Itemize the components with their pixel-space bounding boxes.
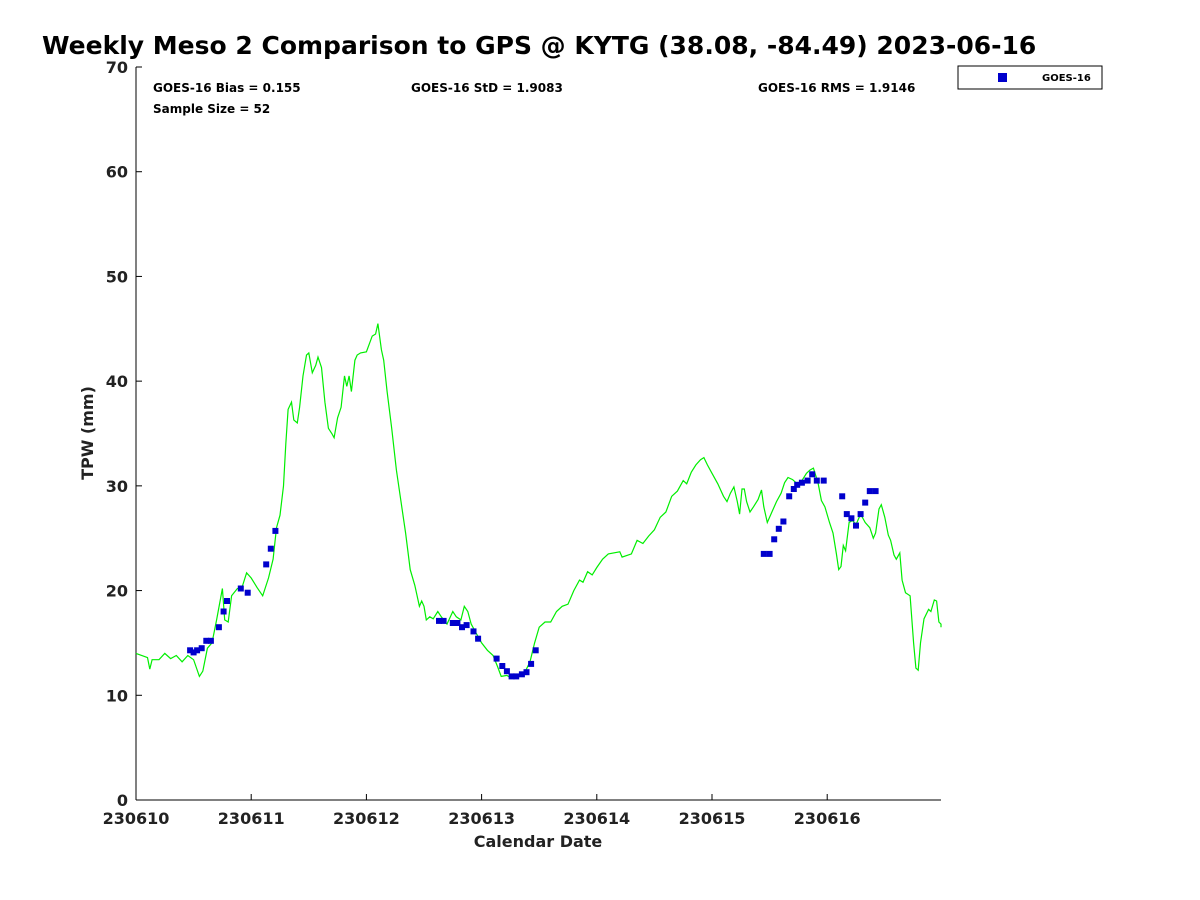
goes16-data-point xyxy=(513,673,520,680)
goes16-data-point xyxy=(853,522,859,529)
goes16-data-point xyxy=(499,663,506,669)
stat-std: GOES-16 StD = 1.9083 xyxy=(411,81,563,95)
goes16-data-point xyxy=(244,589,251,596)
goes16-data-point xyxy=(194,647,201,654)
goes16-data-point xyxy=(820,477,827,484)
legend: GOES-16 xyxy=(957,65,1103,90)
goes16-data-point xyxy=(503,668,510,675)
goes16-data-point xyxy=(809,471,816,478)
goes16-data-point xyxy=(272,527,279,534)
x-tick-label: 230615 xyxy=(679,809,746,828)
goes16-data-point xyxy=(766,550,773,557)
gps-series-line-group xyxy=(135,323,942,680)
y-tick-label: 40 xyxy=(106,372,128,391)
goes16-data-point xyxy=(187,647,194,654)
goes16-data-point xyxy=(190,649,197,656)
goes16-data-point xyxy=(532,647,539,654)
y-tick-label: 0 xyxy=(117,791,128,810)
goes16-data-point xyxy=(866,488,873,495)
goes16-data-point xyxy=(813,477,820,484)
plot-area: 0 10 20 30 40 50 60 70 230610 230611 230612 230613 2… xyxy=(103,58,942,828)
goes16-data-point xyxy=(463,622,470,629)
goes16-data-point xyxy=(872,488,879,495)
y-tick-label: 30 xyxy=(106,477,128,496)
goes16-data-point xyxy=(848,515,855,522)
goes16-data-point xyxy=(518,671,525,678)
goes16-data-point xyxy=(786,493,793,500)
goes16-data-point xyxy=(198,645,205,652)
x-tick-label: 230613 xyxy=(448,809,515,828)
goes16-data-point xyxy=(220,608,227,615)
goes16-data-point xyxy=(780,518,787,525)
x-tick-label: 230612 xyxy=(333,809,400,828)
goes16-data-point xyxy=(237,585,244,592)
goes16-data-point xyxy=(440,617,447,624)
goes16-data-point xyxy=(857,511,864,518)
stat-sample-size: Sample Size = 52 xyxy=(153,102,270,116)
stat-rms: GOES-16 RMS = 1.9146 xyxy=(758,81,915,95)
goes16-data-point xyxy=(215,624,222,631)
x-tick-label: 230610 xyxy=(103,809,170,828)
goes16-data-point xyxy=(508,673,515,680)
chart-title: Weekly Meso 2 Comparison to GPS @ KYTG (… xyxy=(42,31,1036,60)
goes16-data-point xyxy=(493,655,500,662)
y-tick-label: 20 xyxy=(106,582,128,601)
x-axis-label: Calendar Date xyxy=(474,832,603,851)
goes16-data-point xyxy=(523,669,530,676)
stats-text: GOES-16 Bias = 0.155 GOES-16 StD = 1.908… xyxy=(153,81,915,116)
goes16-data-point xyxy=(267,545,274,552)
y-tick-label: 10 xyxy=(106,686,128,705)
goes16-data-point xyxy=(224,598,230,604)
goes16-data-point xyxy=(459,624,465,631)
goes16-data-point xyxy=(839,493,846,500)
goes16-data-point xyxy=(804,477,811,484)
x-tick-label: 230616 xyxy=(794,809,861,828)
goes16-data-point xyxy=(436,617,442,624)
y-tick-label: 60 xyxy=(106,163,128,182)
x-tick-label: 230614 xyxy=(563,809,630,828)
goes16-data-point xyxy=(775,525,782,532)
axis-ticks: 0 10 20 30 40 50 60 70 230610 230611 230612 230613 2… xyxy=(103,58,861,828)
goes16-data-point xyxy=(454,620,461,626)
goes16-data-point xyxy=(207,637,214,644)
goes16-data-point xyxy=(790,486,797,492)
gps-series-line xyxy=(135,323,942,680)
goes16-data-point xyxy=(263,561,270,568)
legend-marker-goes16 xyxy=(998,73,1007,82)
goes16-data-point xyxy=(528,660,535,667)
y-tick-label: 70 xyxy=(106,58,128,77)
goes16-data-point xyxy=(798,479,805,486)
goes16-data-point xyxy=(203,637,210,644)
y-axis-label: TPW (mm) xyxy=(78,386,97,480)
legend-box xyxy=(957,65,1103,90)
goes16-data-point xyxy=(449,620,456,626)
goes16-data-point xyxy=(475,635,482,642)
goes16-data-point xyxy=(794,481,801,488)
y-tick-label: 50 xyxy=(106,267,128,286)
plot-frame xyxy=(136,67,941,800)
stat-bias: GOES-16 Bias = 0.155 xyxy=(153,81,301,95)
goes16-data-point xyxy=(470,628,477,635)
goes16-data-point xyxy=(760,550,767,557)
x-tick-label: 230611 xyxy=(218,809,285,828)
goes16-series-points-group xyxy=(187,471,879,680)
goes16-data-point xyxy=(771,536,778,543)
goes16-data-point xyxy=(862,499,869,506)
legend-label-goes16: GOES-16 xyxy=(1042,73,1091,84)
goes16-data-point xyxy=(843,511,850,518)
